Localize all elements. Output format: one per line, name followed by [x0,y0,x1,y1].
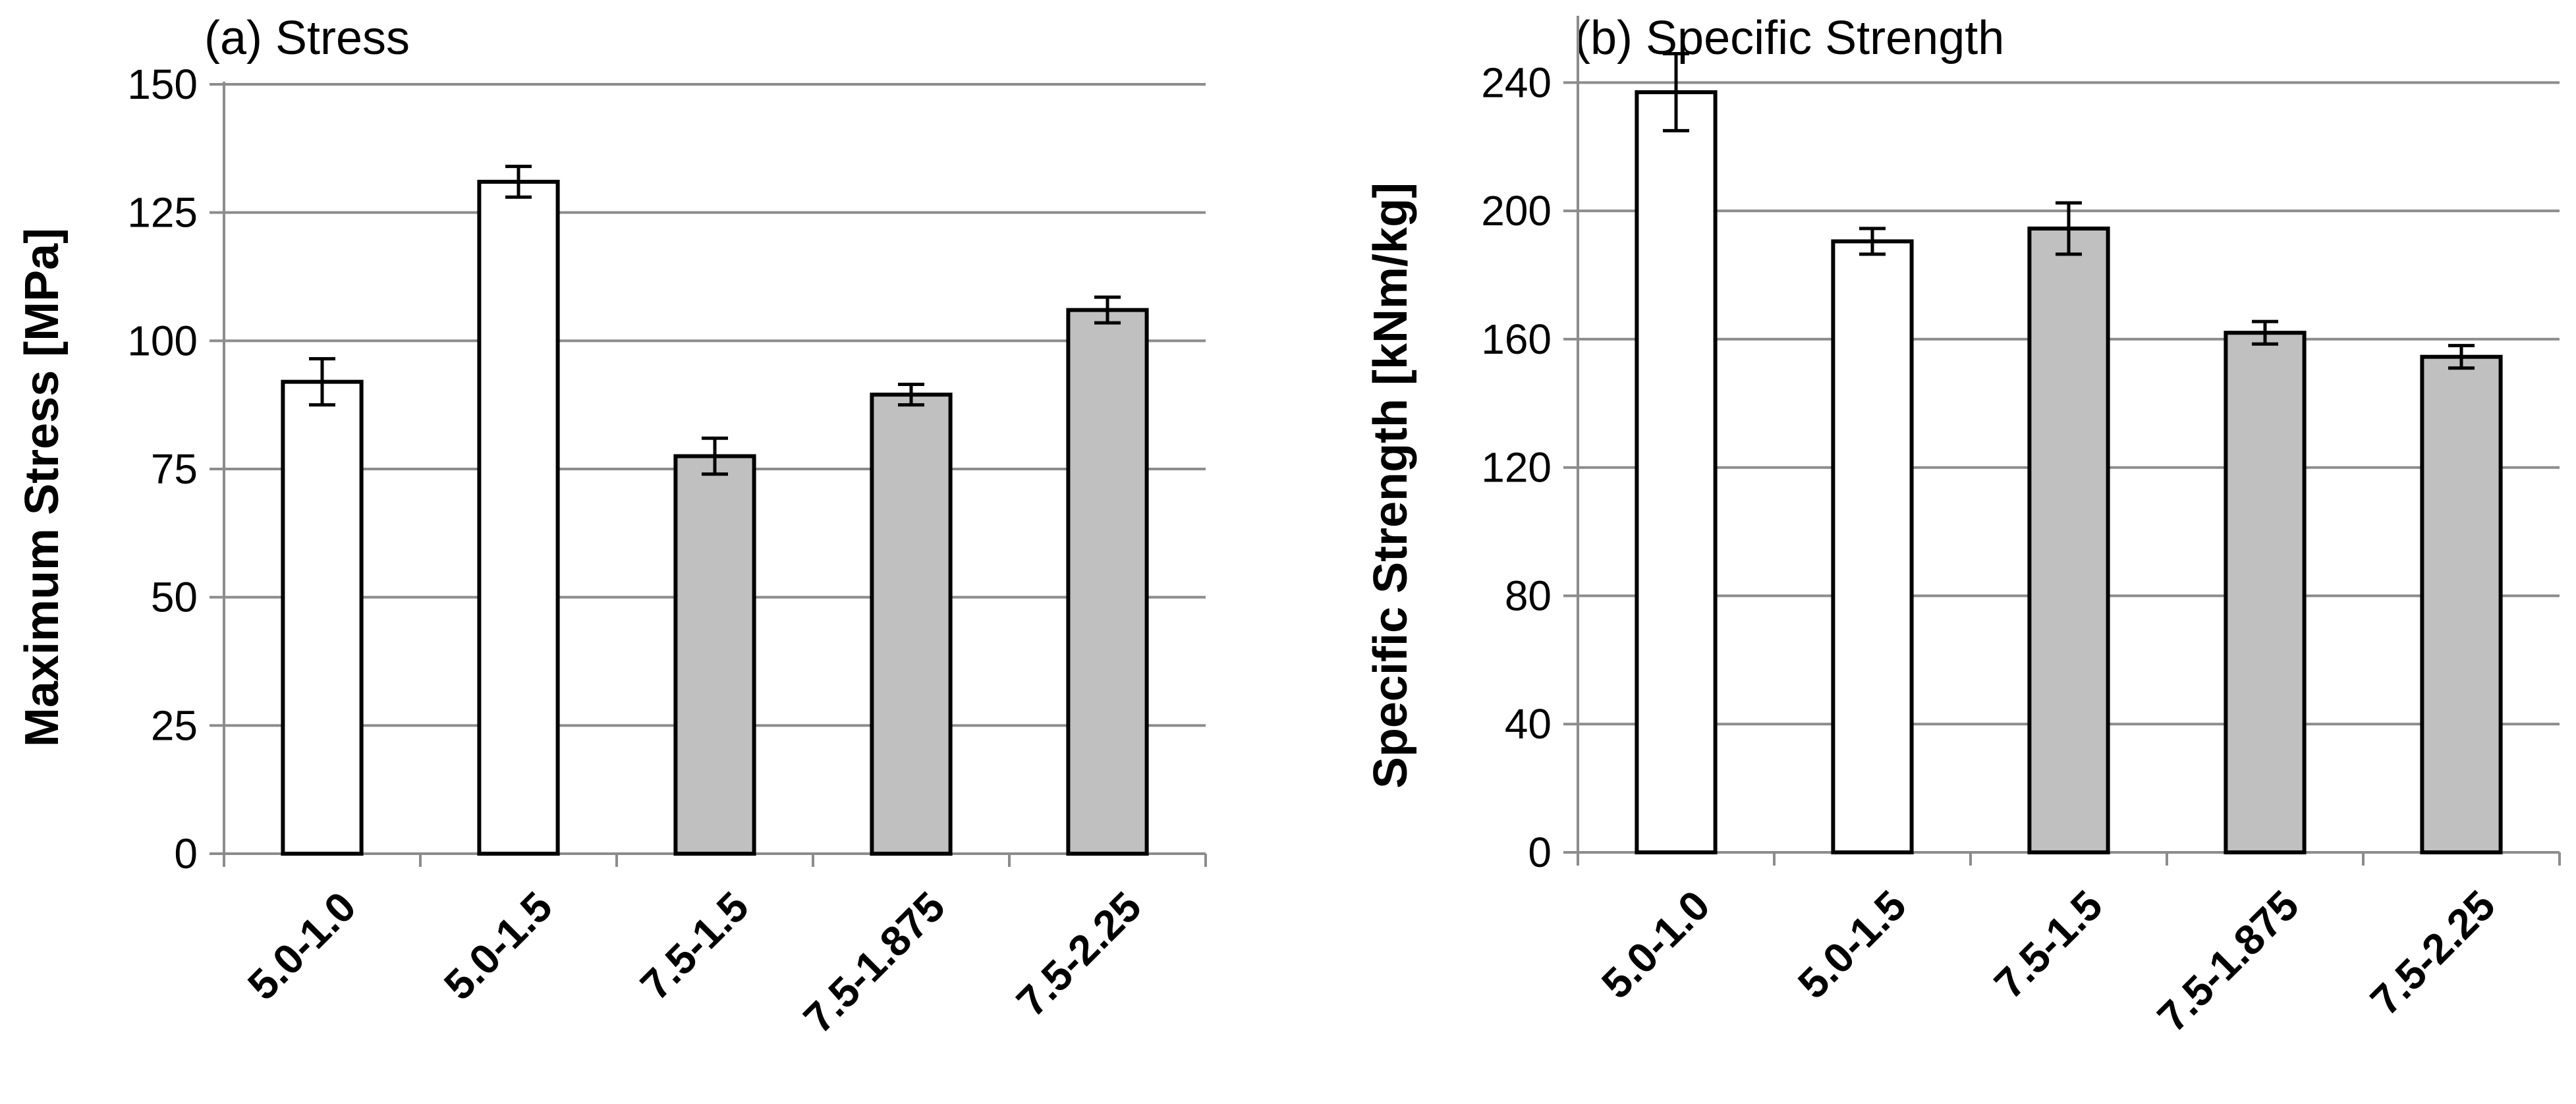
stress-chart-title: (a) Stress [204,12,410,65]
stress-bar-5.0-1.0 [281,379,364,856]
specific-strength-y-tick-label: 160 [1481,316,1552,363]
stress-y-tick-label: 150 [127,61,198,108]
specific-strength-bar-7.5-1.875 [2224,331,2307,854]
specific-strength-x-tick-label: 5.0-1.0 [1592,881,1719,1008]
specific-strength-y-axis-label: Specific Strength [kNm/kg] [1364,182,1417,788]
specific-strength-bar-5.0-1.5 [1831,239,1914,854]
stress-error-bar-5.0-1.0 [309,357,335,407]
specific-strength-x-tick-label: 7.5-1.875 [2148,881,2308,1041]
stress-panel: (a) Stress Maximum Stress [MPa] 0 25 50 75 1… [16,12,1207,1042]
stress-y-tick-label: 50 [151,574,198,621]
stress-error-bar-7.5-1.5 [702,436,728,476]
stress-bar-7.5-2.25 [1066,308,1149,856]
specific-strength-error-bar-5.0-1.0 [1663,52,1689,132]
stress-y-tick-label: 75 [151,445,198,493]
specific-strength-error-bar-5.0-1.5 [1859,227,1886,256]
stress-x-tick-label: 7.5-1.875 [795,883,954,1042]
specific-strength-panel: (b) Specific Strength Specific Strength … [1364,12,2561,1041]
specific-strength-x-tick-label: 5.0-1.5 [1789,881,1915,1008]
specific-strength-y-tick-label: 40 [1505,700,1552,748]
stress-x-tick-label: 7.5-1.5 [631,883,758,1009]
specific-strength-y-tick-label: 0 [1528,829,1552,876]
stress-bar-5.0-1.5 [477,179,560,856]
stress-y-tick-label: 0 [174,830,198,877]
specific-strength-y-tick-label: 80 [1505,572,1552,619]
specific-strength-bar-7.5-2.25 [2420,354,2503,854]
stress-y-tick-label: 100 [127,317,198,364]
stress-x-tick-label: 5.0-1.5 [435,883,561,1009]
specific-strength-y-tick-label: 120 [1481,444,1552,491]
specific-strength-bar-5.0-1.0 [1635,90,1718,854]
specific-strength-error-bar-7.5-1.875 [2252,319,2278,346]
specific-strength-chart-title: (b) Specific Strength [1575,12,2004,65]
stress-y-tick-label: 25 [151,702,198,749]
specific-strength-y-tick-label: 200 [1481,187,1552,235]
stress-y-axis-label: Maximum Stress [MPa] [16,228,69,747]
stress-x-tick-label: 5.0-1.0 [238,883,365,1009]
stress-bar-7.5-1.875 [870,393,953,856]
stress-error-bar-7.5-1.875 [898,383,924,407]
stress-bar-7.5-1.5 [673,454,756,856]
specific-strength-bar-7.5-1.5 [2027,226,2110,854]
specific-strength-x-tick-label: 7.5-1.5 [1985,881,2112,1008]
specific-strength-error-bar-7.5-1.5 [2056,201,2082,256]
stress-x-tick-label: 7.5-2.25 [1007,883,1150,1026]
specific-strength-y-tick-label: 240 [1481,59,1552,106]
specific-strength-x-tick-label: 7.5-2.25 [2361,881,2504,1024]
stress-error-bar-5.0-1.5 [505,165,532,199]
specific-strength-error-bar-7.5-2.25 [2448,344,2475,370]
stress-error-bar-7.5-2.25 [1094,295,1121,325]
stress-y-tick-label: 125 [127,189,198,236]
